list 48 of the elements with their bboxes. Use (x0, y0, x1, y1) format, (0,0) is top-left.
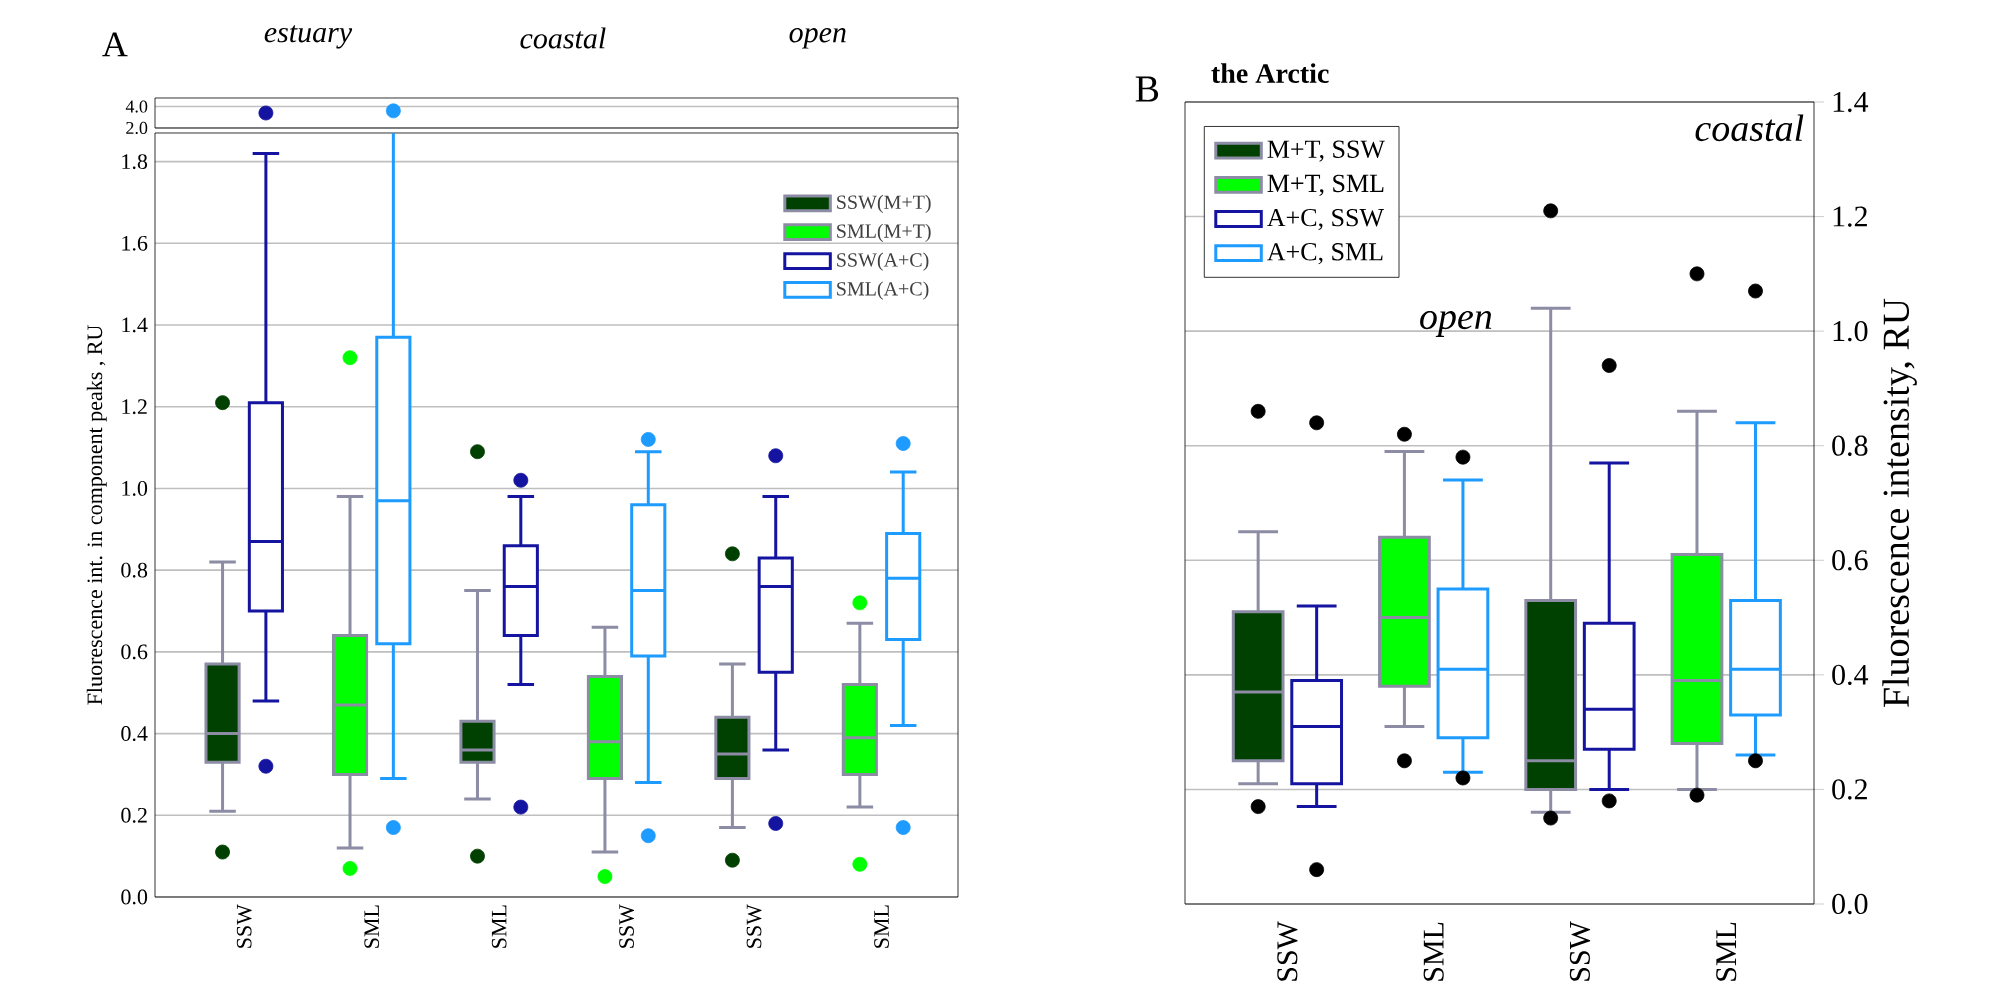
text: coastal (520, 27, 606, 49)
legend-label: A+C, SSW (1267, 208, 1384, 231)
text: A (102, 32, 128, 57)
y-tick-label: 0.2 (121, 807, 147, 823)
y-tick-label: 1.2 (1833, 206, 1867, 227)
y-tick-label: 0.4 (1832, 664, 1869, 686)
x-tick-label: SSW (1277, 921, 1298, 981)
legend-label: M+T, SML (1267, 174, 1384, 196)
legend-label: SSW(A+C) (837, 252, 929, 271)
text: B (1135, 76, 1159, 102)
y-tick-label: 1.0 (1833, 320, 1868, 342)
y-tick-label: 0.2 (1832, 779, 1867, 800)
y-tick-label: 0.8 (121, 562, 148, 578)
chart-title: the Arctic (1211, 63, 1329, 83)
y-tick-label: 1.2 (122, 399, 147, 415)
y-tick-label: 1.0 (122, 480, 148, 496)
x-tick-label: SML (491, 905, 507, 948)
legend-label: M+T, SSW (1267, 140, 1385, 162)
x-tick-label: SML (1716, 922, 1737, 981)
y-tick-label: 1.6 (122, 235, 148, 251)
x-tick-label: SML (1423, 922, 1444, 981)
legend-label: SML(A+C) (837, 281, 929, 300)
x-tick-label: SML (874, 905, 889, 948)
y-tick-label: 0.6 (121, 644, 148, 660)
y-tick-label: 0.8 (1832, 435, 1868, 456)
y-tick-label: 0.6 (1832, 550, 1868, 571)
y-tick-label: 4.0 (125, 100, 148, 113)
x-tick-label: SSW (746, 904, 762, 948)
y-tick-label: 0.0 (1832, 893, 1868, 915)
annotation: coastal (1695, 114, 1804, 142)
y-tick-label: 1.8 (122, 154, 148, 170)
annotation: open (1420, 310, 1492, 337)
x-tick-label: SML (364, 905, 380, 948)
text: open (789, 28, 846, 49)
x-tick-label: SSW (619, 904, 635, 948)
text: estuary (264, 25, 353, 49)
y-tick-label: 1.4 (122, 317, 148, 333)
legend-label: A+C, SML (1267, 243, 1383, 265)
y-tick-label: 1.4 (1833, 91, 1869, 113)
y-axis-title: Fluorescence intensity, RU (1882, 298, 1917, 707)
x-tick-label: SSW (236, 904, 252, 948)
legend-label: SML(M+T) (837, 223, 931, 242)
y-tick-label: 0.4 (121, 726, 148, 742)
y-tick-label: 2.0 (126, 121, 148, 135)
y-axis-title: Fluorescence int. in component peaks , RU (86, 325, 107, 705)
x-tick-label: SSW (1569, 921, 1591, 981)
legend-label: SSW(M+T) (837, 194, 931, 214)
y-tick-label: 0.0 (121, 889, 148, 905)
